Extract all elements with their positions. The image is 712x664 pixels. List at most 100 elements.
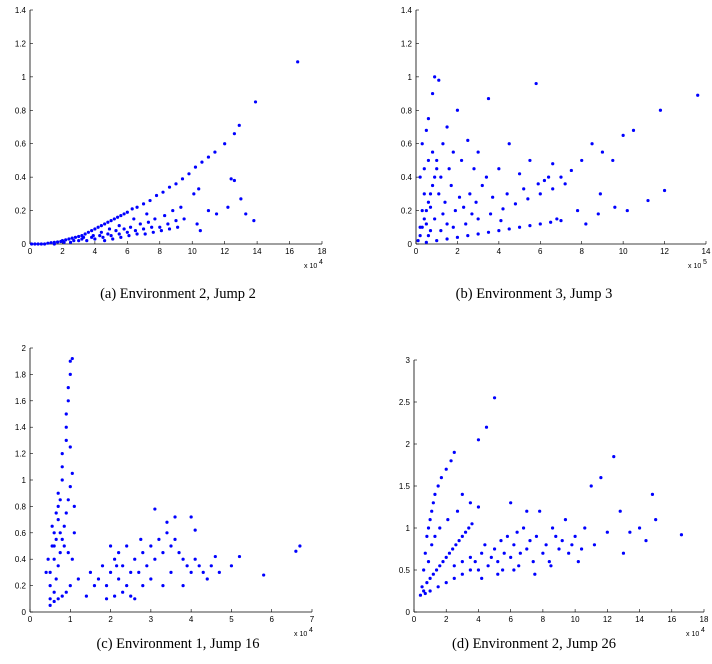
x-tick-label: 12 xyxy=(603,615,612,624)
data-point xyxy=(621,133,625,137)
x-tick-label: 14 xyxy=(635,615,644,624)
data-point xyxy=(584,222,588,226)
data-point xyxy=(486,96,491,101)
y-tick-label: 0.2 xyxy=(15,207,27,216)
data-point xyxy=(145,212,149,216)
data-point xyxy=(547,560,551,564)
data-point xyxy=(68,359,72,363)
data-point xyxy=(507,142,511,146)
x-multiplier-exponent: 5 xyxy=(703,259,707,266)
data-point xyxy=(86,230,90,234)
data-point xyxy=(58,498,62,502)
data-point xyxy=(612,455,616,459)
data-point xyxy=(459,158,464,163)
y-tick-label: 0.8 xyxy=(15,106,27,115)
data-point xyxy=(433,75,437,79)
data-point xyxy=(146,220,151,224)
x-tick-label: 4 xyxy=(189,615,194,624)
x-tick-label: 16 xyxy=(285,247,294,256)
panel-c: 0 1 2 3 4 5 6 7 0 0.2 0.4 0.6 0.8 1 1.2 1.4 1.6 1.8 2 x 10 4… xyxy=(0,332,356,664)
data-point xyxy=(72,531,76,535)
data-point xyxy=(64,412,68,416)
data-point xyxy=(108,544,113,548)
data-point xyxy=(72,504,76,508)
data-point xyxy=(56,504,60,508)
data-point xyxy=(108,570,113,574)
scatter-plot-c: 0 1 2 3 4 5 6 700.20.40.60.811.21.41.61.82x 104 xyxy=(15,344,315,638)
y-tick-label: 1.8 xyxy=(15,370,27,379)
y-tick-label: 3 xyxy=(406,356,411,365)
data-point xyxy=(81,235,86,239)
data-point xyxy=(121,564,125,568)
x-tick-label: 10 xyxy=(619,247,628,256)
data-point xyxy=(658,108,663,112)
data-point xyxy=(213,150,217,154)
data-point xyxy=(512,568,516,572)
x-tick-label: 6 xyxy=(508,615,513,624)
data-point xyxy=(505,534,510,538)
data-point xyxy=(575,208,580,213)
data-point xyxy=(422,589,426,593)
data-point xyxy=(111,237,115,241)
data-point xyxy=(449,183,453,188)
data-point xyxy=(424,128,428,132)
data-point xyxy=(58,551,62,555)
data-point xyxy=(182,217,186,221)
data-point xyxy=(592,543,597,547)
y-tick-label: 1 xyxy=(406,524,411,533)
data-point xyxy=(125,210,129,214)
y-tick-label: 1 xyxy=(22,73,27,82)
data-point xyxy=(563,182,567,186)
data-point xyxy=(46,241,50,245)
y-tick-label: 0.4 xyxy=(401,173,413,182)
y-tick-label: 0 xyxy=(22,240,27,249)
data-point xyxy=(296,60,300,64)
data-point xyxy=(106,220,110,224)
data-point xyxy=(422,167,426,171)
data-point xyxy=(135,232,139,236)
data-point xyxy=(52,590,56,594)
data-point xyxy=(103,239,107,243)
data-point xyxy=(180,177,185,181)
x-tick-label: 6 xyxy=(125,247,130,256)
data-point xyxy=(217,570,221,574)
y-tick-label: 1 xyxy=(408,73,413,82)
data-point xyxy=(101,235,105,239)
data-point xyxy=(98,234,102,238)
data-point xyxy=(484,175,489,179)
y-tick-label: 1 xyxy=(22,476,27,485)
data-point xyxy=(201,570,205,574)
data-point xyxy=(605,530,609,534)
data-point xyxy=(229,177,233,181)
data-point xyxy=(426,234,431,238)
data-point xyxy=(195,222,199,226)
data-point xyxy=(428,192,433,196)
data-point xyxy=(439,175,443,179)
data-point xyxy=(631,128,636,132)
data-point xyxy=(451,150,455,154)
data-point xyxy=(46,557,50,561)
x-multiplier-label: x 10 xyxy=(688,263,701,270)
data-point xyxy=(445,237,449,241)
data-point xyxy=(117,224,121,228)
data-point xyxy=(153,557,157,561)
data-point xyxy=(437,78,441,82)
data-point xyxy=(127,234,131,238)
data-point xyxy=(60,537,64,541)
data-point xyxy=(444,581,448,585)
x-tick-label: 10 xyxy=(571,615,580,624)
data-point xyxy=(70,356,74,361)
data-point xyxy=(253,100,258,104)
data-point xyxy=(109,219,113,223)
data-point xyxy=(52,242,56,246)
data-point xyxy=(483,543,487,547)
data-point xyxy=(436,484,440,488)
data-point xyxy=(441,212,445,216)
data-point xyxy=(435,158,439,163)
data-point xyxy=(436,585,440,589)
data-point xyxy=(445,222,449,226)
data-point xyxy=(484,425,489,429)
data-point xyxy=(528,158,532,163)
